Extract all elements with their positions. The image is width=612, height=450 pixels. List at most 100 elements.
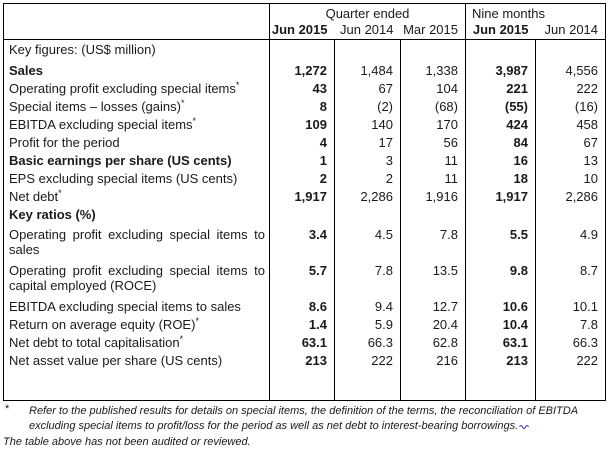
value-cell <box>269 369 335 400</box>
value-cell: 2,286 <box>534 187 606 205</box>
value-cell: 10.4 <box>465 315 536 333</box>
table-row: Operating profit excluding special items… <box>4 225 606 261</box>
value-cell: 56 <box>400 133 466 151</box>
value-cell: 104 <box>400 79 466 97</box>
footnote-marker: * <box>180 98 185 108</box>
col-header-q-jun-2014: Jun 2014 <box>334 21 401 40</box>
row-label: Return on average equity (ROE)* <box>9 316 199 333</box>
value-cell <box>534 205 606 225</box>
value-cell: 18 <box>465 169 536 187</box>
value-cell <box>465 39 536 61</box>
value-cell: 213 <box>269 351 335 369</box>
value-cell: (68) <box>400 97 466 115</box>
column-group-header-row: Quarter ended Nine months <box>4 3 606 22</box>
value-cell <box>465 369 536 400</box>
footnote-unaudited: The table above has not been audited or … <box>3 436 251 448</box>
section-row: Key figures: (US$ million) <box>4 39 606 61</box>
value-cell: 216 <box>400 351 466 369</box>
value-cell: 10.1 <box>534 297 606 315</box>
value-cell: 3 <box>334 151 401 169</box>
value-cell: 170 <box>400 115 466 133</box>
table-row: Net debt to total capitalisation* 63.1 66.… <box>4 333 606 351</box>
row-label: EPS excluding special items (US cents) <box>9 171 238 186</box>
header-label-spacer <box>3 21 270 40</box>
table-row: Sales 1,272 1,484 1,338 3,987 4,556 <box>4 61 606 79</box>
value-cell: 7.8 <box>400 225 466 261</box>
header-label-spacer <box>4 4 270 22</box>
table-row: Profit for the period 4 17 56 84 67 <box>4 133 606 151</box>
value-cell: 213 <box>465 351 536 369</box>
value-cell: (2) <box>334 97 401 115</box>
value-cell: 4.9 <box>534 225 606 261</box>
row-label: Sales <box>9 63 43 78</box>
row-label: Operating profit excluding special items… <box>9 227 265 257</box>
value-cell <box>534 369 606 400</box>
value-cell: 8.6 <box>269 297 335 315</box>
row-label: Net debt* <box>9 188 62 205</box>
value-cell: 7.8 <box>334 261 401 297</box>
value-cell: 222 <box>534 351 606 369</box>
value-cell: 2,286 <box>334 187 401 205</box>
value-cell: 1,484 <box>334 61 401 79</box>
row-label: Key ratios (%) <box>9 207 96 222</box>
value-cell: 222 <box>334 351 401 369</box>
footnote-special-items: * Refer to the published results for det… <box>3 403 609 434</box>
col-group-quarter-ended: Quarter ended <box>269 3 466 22</box>
value-cell <box>269 205 335 225</box>
value-cell: 12.7 <box>400 297 466 315</box>
footnote-marker: * <box>192 116 197 126</box>
table-body: Key figures: (US$ million) Sales 1,272 1,48… <box>4 39 606 400</box>
value-cell: 458 <box>534 115 606 133</box>
table-row: Return on average equity (ROE)* 1.4 5.9 20.… <box>4 315 606 333</box>
row-label: EBITDA excluding special items to sales <box>9 299 241 314</box>
value-cell: (16) <box>534 97 606 115</box>
value-cell: 66.3 <box>534 333 606 351</box>
table-row: Special items – losses (gains)* 8 (2) (68)(… <box>4 97 606 115</box>
value-cell: 5.5 <box>465 225 536 261</box>
section-row: Key ratios (%) <box>4 205 606 225</box>
value-cell: 1 <box>269 151 335 169</box>
value-cell: 4 <box>269 133 335 151</box>
row-label: EBITDA excluding special items* <box>9 116 197 133</box>
table-row: Net debt* 1,917 2,286 1,916 1,917 2,286 <box>4 187 606 205</box>
value-cell: 43 <box>269 79 335 97</box>
value-cell: 222 <box>534 79 606 97</box>
value-cell: 7.8 <box>534 315 606 333</box>
spacer-row <box>4 369 606 400</box>
value-cell: 109 <box>269 115 335 133</box>
value-cell: (55) <box>465 97 536 115</box>
table-row: EBITDA excluding special items* 109 140 170… <box>4 115 606 133</box>
row-label: Operating profit excluding special items… <box>9 80 240 97</box>
footnote-asterisk: * <box>5 403 10 415</box>
value-cell <box>400 205 466 225</box>
value-cell: 67 <box>534 133 606 151</box>
financial-table: Quarter ended Nine months Jun 2015 Jun 2… <box>3 3 607 401</box>
value-cell: 84 <box>465 133 536 151</box>
row-label: Special items – losses (gains)* <box>9 98 185 115</box>
value-cell <box>465 205 536 225</box>
value-cell: 2 <box>334 169 401 187</box>
value-cell: 10.6 <box>465 297 536 315</box>
footnote-marker: * <box>179 334 184 344</box>
value-cell: 1.4 <box>269 315 335 333</box>
value-cell <box>334 205 401 225</box>
value-cell: 1,916 <box>400 187 466 205</box>
footnote-note1: Refer to the published results for detai… <box>29 405 578 432</box>
value-cell: 140 <box>334 115 401 133</box>
value-cell: 2 <box>269 169 335 187</box>
col-header-q-jun-2015: Jun 2015 <box>269 21 335 40</box>
value-cell: 3.4 <box>269 225 335 261</box>
row-label: Basic earnings per share (US cents) <box>9 153 232 168</box>
value-cell <box>334 369 401 400</box>
value-cell <box>400 369 466 400</box>
value-cell <box>534 39 606 61</box>
value-cell: 4,556 <box>534 61 606 79</box>
value-cell: 11 <box>400 151 466 169</box>
col-header-q-mar-2015: Mar 2015 <box>400 21 466 40</box>
value-cell <box>334 39 401 61</box>
col-header-nm-jun-2015: Jun 2015 <box>465 21 536 40</box>
value-cell: 20.4 <box>400 315 466 333</box>
value-cell: 1,338 <box>400 61 466 79</box>
table-row: EBITDA excluding special items to sales 8… <box>4 297 606 315</box>
table-row: Operating profit excluding special items… <box>4 261 606 297</box>
